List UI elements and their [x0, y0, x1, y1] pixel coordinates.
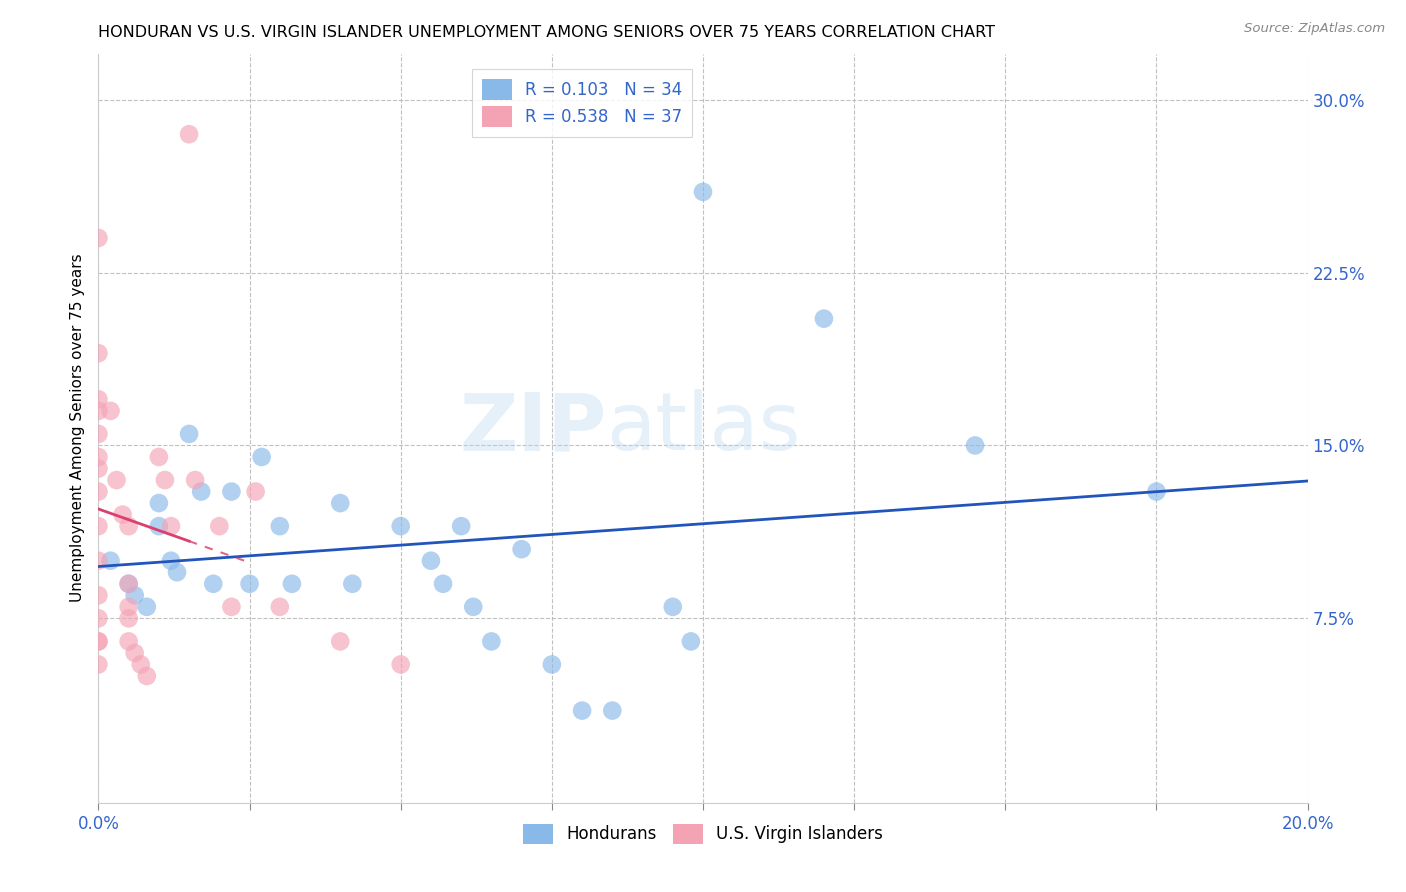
Point: [148, 519, 170, 533]
Point: [1144, 484, 1167, 499]
Point: [420, 554, 443, 568]
Point: [111, 508, 134, 522]
Y-axis label: Unemployment Among Seniors over 75 years: Unemployment Among Seniors over 75 years: [69, 254, 84, 602]
Point: [87, 484, 110, 499]
Text: ZIP: ZIP: [458, 389, 606, 467]
Point: [329, 634, 352, 648]
Point: [135, 669, 157, 683]
Point: [179, 426, 201, 441]
Point: [184, 473, 207, 487]
Point: [87, 519, 110, 533]
Point: [250, 450, 273, 464]
Point: [190, 484, 212, 499]
Point: [813, 311, 835, 326]
Point: [153, 473, 176, 487]
Point: [105, 473, 128, 487]
Point: [124, 588, 146, 602]
Point: [87, 588, 110, 602]
Point: [965, 438, 987, 452]
Point: [124, 646, 146, 660]
Text: Source: ZipAtlas.com: Source: ZipAtlas.com: [1244, 22, 1385, 36]
Point: [100, 554, 122, 568]
Point: [87, 450, 110, 464]
Point: [166, 566, 188, 580]
Point: [239, 576, 262, 591]
Point: [602, 704, 624, 718]
Point: [450, 519, 472, 533]
Point: [135, 599, 157, 614]
Point: [148, 496, 170, 510]
Point: [87, 461, 110, 475]
Point: [179, 127, 201, 141]
Text: atlas: atlas: [606, 389, 800, 467]
Point: [463, 599, 485, 614]
Point: [208, 519, 231, 533]
Point: [160, 519, 183, 533]
Point: [160, 554, 183, 568]
Point: [118, 576, 141, 591]
Text: HONDURAN VS U.S. VIRGIN ISLANDER UNEMPLOYMENT AMONG SENIORS OVER 75 YEARS CORREL: HONDURAN VS U.S. VIRGIN ISLANDER UNEMPLO…: [98, 25, 995, 40]
Point: [269, 519, 291, 533]
Point: [118, 519, 141, 533]
Point: [87, 554, 110, 568]
Point: [118, 611, 141, 625]
Legend: Hondurans, U.S. Virgin Islanders: Hondurans, U.S. Virgin Islanders: [516, 817, 890, 851]
Point: [87, 231, 110, 245]
Point: [221, 599, 243, 614]
Point: [679, 634, 702, 648]
Point: [342, 576, 364, 591]
Point: [540, 657, 562, 672]
Point: [148, 450, 170, 464]
Point: [389, 519, 412, 533]
Point: [87, 392, 110, 407]
Point: [281, 576, 304, 591]
Point: [87, 657, 110, 672]
Point: [571, 704, 593, 718]
Point: [118, 576, 141, 591]
Point: [118, 599, 141, 614]
Point: [87, 634, 110, 648]
Point: [510, 542, 533, 557]
Point: [87, 611, 110, 625]
Point: [661, 599, 683, 614]
Point: [87, 426, 110, 441]
Point: [269, 599, 291, 614]
Point: [202, 576, 225, 591]
Point: [100, 404, 122, 418]
Point: [692, 185, 714, 199]
Point: [389, 657, 412, 672]
Point: [481, 634, 503, 648]
Point: [118, 634, 141, 648]
Point: [245, 484, 267, 499]
Point: [221, 484, 243, 499]
Point: [329, 496, 352, 510]
Point: [87, 634, 110, 648]
Point: [87, 404, 110, 418]
Point: [87, 346, 110, 360]
Point: [129, 657, 152, 672]
Point: [432, 576, 454, 591]
